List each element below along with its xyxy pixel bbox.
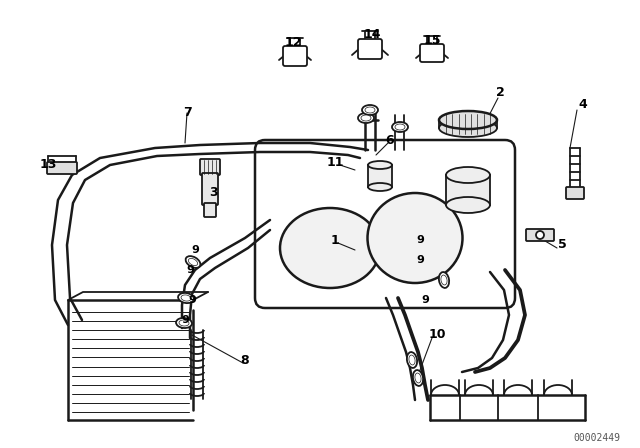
- Text: 2: 2: [495, 86, 504, 99]
- FancyBboxPatch shape: [47, 162, 77, 174]
- Ellipse shape: [368, 161, 392, 169]
- Text: 14: 14: [364, 29, 381, 42]
- Text: 10: 10: [428, 328, 445, 341]
- Circle shape: [536, 231, 544, 239]
- Ellipse shape: [395, 124, 405, 130]
- Ellipse shape: [179, 320, 189, 326]
- Ellipse shape: [439, 111, 497, 129]
- FancyBboxPatch shape: [420, 44, 444, 62]
- Ellipse shape: [441, 275, 447, 285]
- Text: 1: 1: [331, 233, 339, 246]
- Ellipse shape: [446, 197, 490, 213]
- Ellipse shape: [361, 115, 371, 121]
- Text: 4: 4: [579, 99, 588, 112]
- FancyBboxPatch shape: [283, 46, 307, 66]
- Text: 7: 7: [184, 105, 193, 119]
- Ellipse shape: [188, 258, 198, 266]
- Ellipse shape: [415, 373, 421, 383]
- Text: 9: 9: [188, 295, 196, 305]
- FancyBboxPatch shape: [200, 159, 220, 175]
- Text: 8: 8: [241, 353, 250, 366]
- Text: 11: 11: [326, 156, 344, 169]
- Text: 9: 9: [186, 265, 194, 275]
- Ellipse shape: [358, 113, 374, 123]
- Text: 13: 13: [39, 159, 57, 172]
- Bar: [446, 175, 490, 205]
- Text: 9: 9: [181, 315, 189, 325]
- Text: 9: 9: [416, 235, 424, 245]
- Ellipse shape: [439, 272, 449, 288]
- Ellipse shape: [178, 293, 194, 303]
- Ellipse shape: [176, 318, 192, 328]
- FancyBboxPatch shape: [526, 229, 554, 241]
- Ellipse shape: [409, 355, 415, 365]
- Text: 00002449: 00002449: [573, 433, 621, 443]
- Ellipse shape: [392, 122, 408, 132]
- Ellipse shape: [280, 208, 380, 288]
- Text: 9: 9: [191, 245, 199, 255]
- Text: 9: 9: [421, 295, 429, 305]
- FancyBboxPatch shape: [358, 39, 382, 59]
- FancyBboxPatch shape: [204, 203, 216, 217]
- FancyBboxPatch shape: [202, 173, 218, 205]
- Text: 15: 15: [423, 34, 441, 47]
- FancyBboxPatch shape: [566, 187, 584, 199]
- Ellipse shape: [439, 119, 497, 137]
- Bar: [368, 165, 392, 187]
- Text: 5: 5: [557, 238, 566, 251]
- Ellipse shape: [407, 352, 417, 368]
- Ellipse shape: [362, 105, 378, 115]
- Text: 9: 9: [416, 255, 424, 265]
- Ellipse shape: [413, 370, 423, 386]
- Ellipse shape: [446, 167, 490, 183]
- Ellipse shape: [368, 183, 392, 191]
- Text: 3: 3: [209, 186, 218, 199]
- Ellipse shape: [365, 107, 375, 113]
- Ellipse shape: [367, 193, 463, 283]
- Ellipse shape: [186, 256, 200, 268]
- Text: 6: 6: [386, 134, 394, 146]
- FancyBboxPatch shape: [255, 140, 515, 308]
- Text: 12: 12: [284, 35, 301, 48]
- Ellipse shape: [181, 295, 191, 301]
